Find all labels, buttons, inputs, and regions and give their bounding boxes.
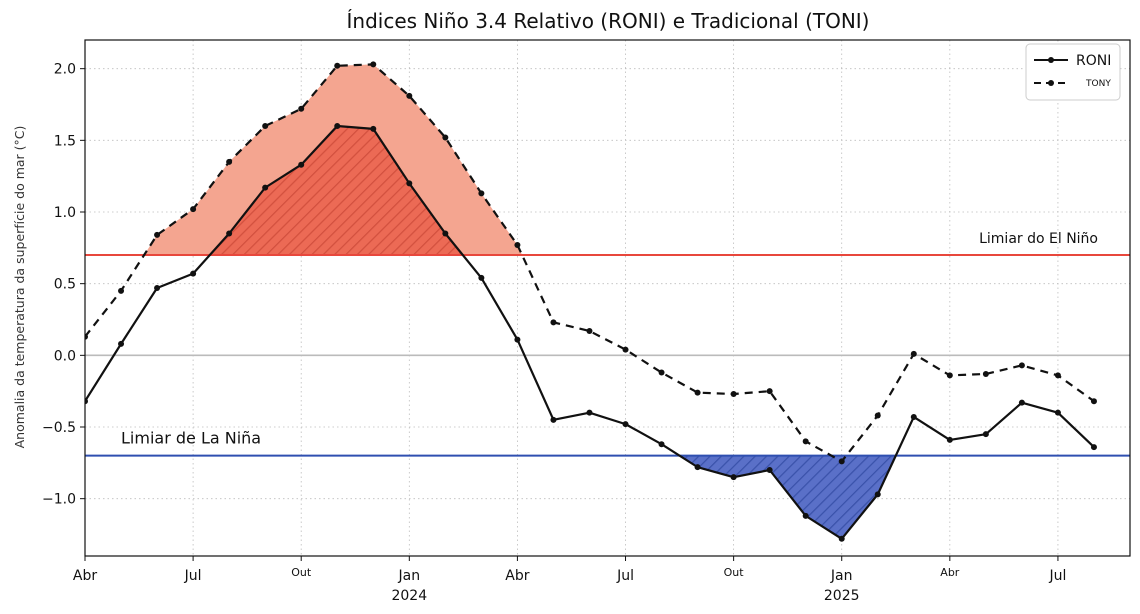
x-year-label: 2024 [391,588,427,604]
legend-label-roni: RONI [1076,53,1111,69]
plot-frame [84,39,1131,557]
x-tick-label: Abr [940,566,960,579]
x-tick-label: Abr [505,568,529,584]
data-point-roni [334,123,341,129]
data-point-tony [802,438,809,445]
data-point-tony [85,333,88,340]
data-point-tony [910,350,917,357]
data-point-tony [874,412,881,419]
series-line-tony [85,63,1095,463]
data-point-tony [982,370,989,377]
data-point-roni [118,340,125,347]
x-tick-label: Jan [830,568,853,584]
x-tick-label: Out [291,566,312,579]
grid-lines [84,40,1130,556]
data-point-roni [262,184,269,191]
y-tick-label: −1.0 [42,492,76,508]
legend-marker-roni [1048,57,1054,63]
data-point-tony [514,241,521,248]
data-point-tony [226,158,233,165]
data-point-roni [85,398,88,405]
legend: RONI TONY [1025,43,1121,101]
data-point-tony [334,62,341,69]
data-point-tony [838,458,845,465]
axis-ticks: 2.0 1.5 1.0 0.5 0.0 −0.5 −1.0 Abr Jul Out Jan 2024 A… [42,62,1066,604]
data-point-roni [658,441,665,448]
y-tick-label: 0.0 [54,348,76,364]
x-tick-label: Out [724,566,745,579]
data-point-roni [622,421,629,428]
data-point-tony [694,389,701,396]
data-point-roni [154,284,161,291]
el-nino-roni-fill [210,126,463,255]
la-nina-roni-fill [680,455,896,539]
data-point-tony [622,346,629,353]
data-point-tony [586,327,593,334]
y-tick-label: −0.5 [42,420,76,436]
data-point-roni [766,467,773,473]
data-point-roni [874,491,881,498]
data-point-roni [838,535,845,542]
area-fills [144,64,896,539]
data-point-roni [982,431,989,438]
chart-title: Índices Niño 3.4 Relativo (RONI) e Tradi… [347,9,870,33]
data-point-roni [406,180,413,187]
x-tick-label: Jul [184,568,202,584]
y-tick-label: 1.0 [54,205,76,221]
data-point-tony [1090,398,1097,405]
data-point-tony [190,206,197,213]
data-point-roni [226,230,233,237]
x-tick-label: Jul [616,568,634,584]
data-point-roni [370,125,377,132]
data-point-roni [1054,409,1061,416]
data-point-tony [1018,362,1025,369]
data-point-roni [946,436,953,443]
data-point-roni [1090,444,1097,451]
data-point-tony [658,369,665,376]
data-point-roni [298,161,305,168]
data-point-tony [1054,372,1061,379]
data-point-tony [766,388,773,395]
y-axis-label: Anomalia da temperatura da superfície do… [12,126,27,449]
legend-label-tony: TONY [1085,79,1111,89]
y-tick-label: 1.5 [54,133,76,149]
x-year-label: 2025 [824,588,860,604]
data-point-tony [262,123,269,129]
threshold-lines [85,254,1130,457]
data-point-tony [550,319,557,326]
data-point-roni [514,336,521,343]
data-point-roni [802,512,809,519]
x-tick-label: Jan [398,568,421,584]
data-point-roni [550,416,557,423]
y-tick-label: 0.5 [54,277,76,293]
legend-marker-tony [1048,80,1054,86]
data-point-tony [370,61,377,68]
y-tick-label: 2.0 [54,62,76,78]
data-point-tony [442,134,449,141]
x-tick-label: Jul [1048,568,1066,584]
data-point-tony [406,92,413,99]
data-point-roni [1018,399,1025,406]
data-point-roni [190,270,197,277]
data-point-roni [694,464,701,471]
series-group [85,61,1097,542]
data-point-tony [298,105,305,112]
data-point-roni [586,409,593,416]
data-point-tony [154,231,161,238]
data-point-roni [478,274,485,281]
data-point-roni [442,230,449,237]
el-nino-threshold-label: Limiar do El Niño [979,231,1098,247]
data-point-tony [946,372,953,379]
x-tick-label: Abr [73,568,97,584]
data-point-tony [118,287,125,294]
data-point-tony [478,190,485,197]
data-point-roni [730,474,737,481]
data-point-tony [730,391,737,398]
data-point-roni [910,413,917,420]
la-nina-threshold-label: Limiar de La Niña [121,429,261,448]
